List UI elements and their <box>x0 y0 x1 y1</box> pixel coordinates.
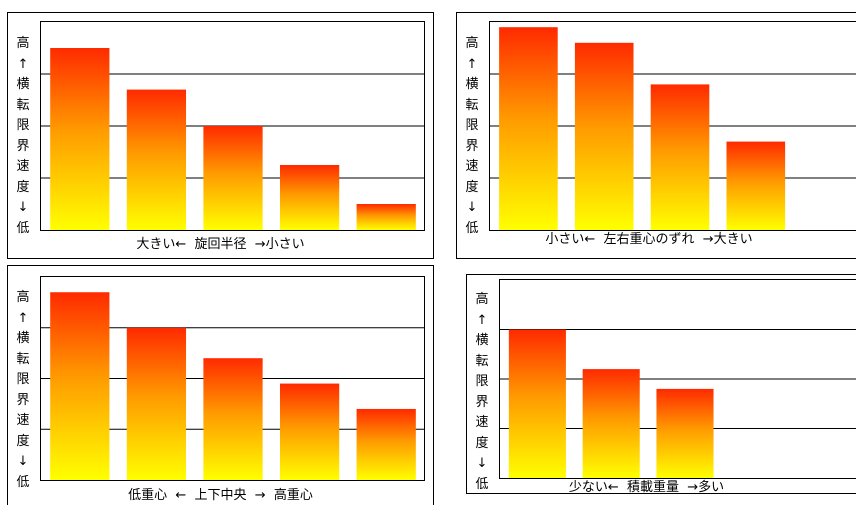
x-axis-label: 大きい← 旋回半径 →小さい <box>136 237 305 252</box>
bar-1 <box>508 329 566 478</box>
bar-3 <box>656 388 714 478</box>
x-axis-label: 少ない← 積載重量 →多い <box>568 480 725 494</box>
bar-3 <box>203 358 263 480</box>
bar-4 <box>279 165 340 230</box>
bar-2 <box>126 327 187 480</box>
chart-svg <box>41 48 424 230</box>
bar-3 <box>203 126 263 230</box>
bar-5 <box>356 408 416 480</box>
bar-2 <box>126 89 187 230</box>
bar-3 <box>650 84 710 230</box>
y-axis-label: 高 ↑ 横転 限界 速度 ↓ 低 <box>465 36 479 236</box>
bar-4 <box>279 383 340 480</box>
y-axis-label: 高 ↑ 横転 限界 速度 ↓ 低 <box>475 292 489 492</box>
bar-2 <box>582 369 640 478</box>
x-axis-label: 小さい← 左右重心のずれ →大きい <box>545 232 753 247</box>
plot-area <box>40 276 425 481</box>
plot-area <box>499 279 856 479</box>
bar-1 <box>499 27 558 230</box>
bar-4 <box>726 141 786 230</box>
chart-panel-lateral-cg-offset: 高 ↑ 横転 限界 速度 ↓ 低 小さい← 左右重心のずれ →大きい <box>456 12 856 259</box>
y-axis-label: 高 ↑ 横転 限界 速度 ↓ 低 <box>16 36 30 236</box>
plot-area <box>40 21 425 231</box>
chart-svg <box>490 27 856 230</box>
bar-5 <box>356 204 416 230</box>
plot-area <box>489 21 856 231</box>
chart-panel-load-weight: 高 ↑ 横転 限界 速度 ↓ 低 少ない← 積載重量 →多い <box>466 274 856 494</box>
chart-panel-vertical-cg: 高 ↑ 横転 限界 速度 ↓ 低 低重心 ← 上下中央 → 高重心 <box>7 265 434 505</box>
y-axis-label: 高 ↑ 横転 限界 速度 ↓ 低 <box>16 290 30 490</box>
bar-2 <box>574 42 634 230</box>
chart-svg <box>500 329 856 478</box>
chart-svg <box>41 292 424 480</box>
bar-1 <box>50 292 110 480</box>
chart-panel-turn-radius: 高 ↑ 横転 限界 速度 ↓ 低 大きい← 旋回半径 →小さい <box>7 12 434 259</box>
x-axis-label: 低重心 ← 上下中央 → 高重心 <box>128 488 313 503</box>
bar-1 <box>50 48 110 230</box>
